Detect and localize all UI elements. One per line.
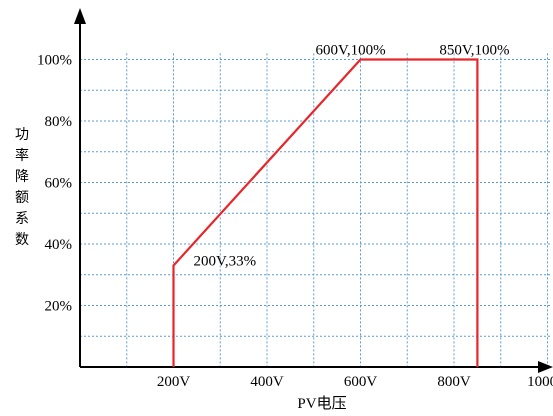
y-tick-label: 40% bbox=[45, 237, 73, 253]
annotations: 200V,33% 600V,100% 850V,100% bbox=[194, 43, 510, 270]
point-annotation: 600V,100% bbox=[316, 43, 386, 59]
grid-lines bbox=[80, 53, 552, 367]
y-axis-label: 功率降额系数 bbox=[15, 127, 29, 248]
y-tick-label: 20% bbox=[45, 299, 73, 315]
tick-labels: 200V 400V 600V 800V 1000V 20% 40% 60% 80% 100% bbox=[37, 53, 553, 391]
axes bbox=[74, 8, 553, 373]
x-tick-label: 200V bbox=[157, 374, 191, 390]
x-tick-label: 1000V bbox=[527, 374, 553, 390]
point-annotation: 850V,100% bbox=[439, 43, 509, 59]
y-tick-label: 60% bbox=[45, 176, 73, 192]
x-tick-label: 600V bbox=[344, 374, 378, 390]
y-axis-arrow bbox=[74, 8, 86, 24]
y-tick-label: 80% bbox=[45, 114, 73, 130]
x-tick-label: 800V bbox=[437, 374, 471, 390]
y-tick-label: 100% bbox=[37, 53, 72, 69]
point-annotation: 200V,33% bbox=[194, 254, 257, 270]
x-axis-arrow bbox=[538, 361, 553, 373]
x-tick-label: 400V bbox=[250, 374, 284, 390]
series-layer bbox=[172, 58, 479, 367]
x-axis-label: PV电压 bbox=[297, 395, 346, 412]
series-line bbox=[172, 58, 479, 367]
